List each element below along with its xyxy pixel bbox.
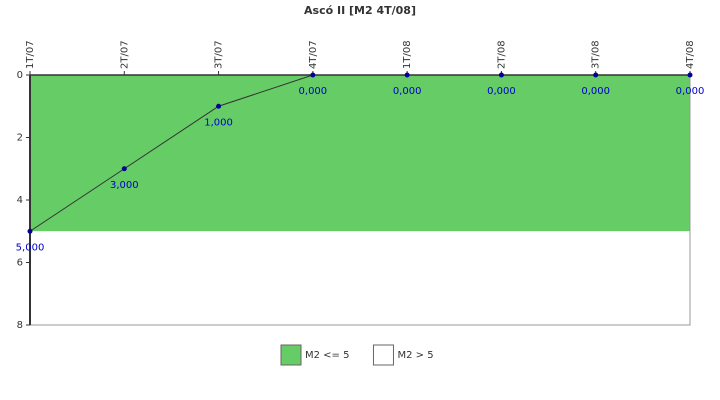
data-point bbox=[27, 228, 33, 234]
data-label: 0,000 bbox=[676, 86, 705, 97]
data-label: 5,000 bbox=[16, 242, 45, 253]
legend-label: M2 > 5 bbox=[397, 350, 433, 361]
x-tick-label: 2T/07 bbox=[119, 40, 130, 69]
data-point bbox=[216, 103, 222, 109]
data-label: 0,000 bbox=[393, 86, 422, 97]
data-point bbox=[310, 72, 316, 78]
y-tick-label: 4 bbox=[17, 195, 23, 206]
data-label: 3,000 bbox=[110, 180, 139, 191]
data-point bbox=[121, 166, 127, 172]
legend-swatch bbox=[280, 344, 302, 366]
legend-swatch bbox=[372, 344, 394, 366]
chart-title: Ascó II [M2 4T/08] bbox=[304, 4, 416, 17]
band bbox=[30, 231, 690, 325]
data-point bbox=[593, 72, 599, 78]
x-tick-label: 1T/07 bbox=[25, 40, 36, 69]
x-tick-label: 3T/08 bbox=[591, 40, 602, 69]
x-tick-label: 4T/08 bbox=[685, 40, 696, 69]
x-tick-label: 4T/07 bbox=[308, 40, 319, 69]
series-line bbox=[29, 74, 690, 232]
data-point bbox=[687, 72, 693, 78]
x-tick-label: 3T/07 bbox=[214, 40, 225, 69]
data-label: 0,000 bbox=[581, 86, 610, 97]
data-point bbox=[498, 72, 504, 78]
data-label: 0,000 bbox=[299, 86, 328, 97]
x-tick-label: 2T/08 bbox=[496, 40, 507, 69]
data-label: 1,000 bbox=[204, 117, 233, 128]
x-tick-label: 1T/08 bbox=[402, 40, 413, 69]
y-tick-label: 0 bbox=[17, 70, 23, 81]
y-tick-label: 2 bbox=[17, 133, 23, 144]
data-point bbox=[404, 72, 410, 78]
y-tick-label: 8 bbox=[17, 320, 23, 331]
data-label: 0,000 bbox=[487, 86, 516, 97]
band bbox=[30, 75, 690, 232]
legend-label: M2 <= 5 bbox=[305, 350, 349, 361]
y-tick-label: 6 bbox=[17, 258, 23, 269]
